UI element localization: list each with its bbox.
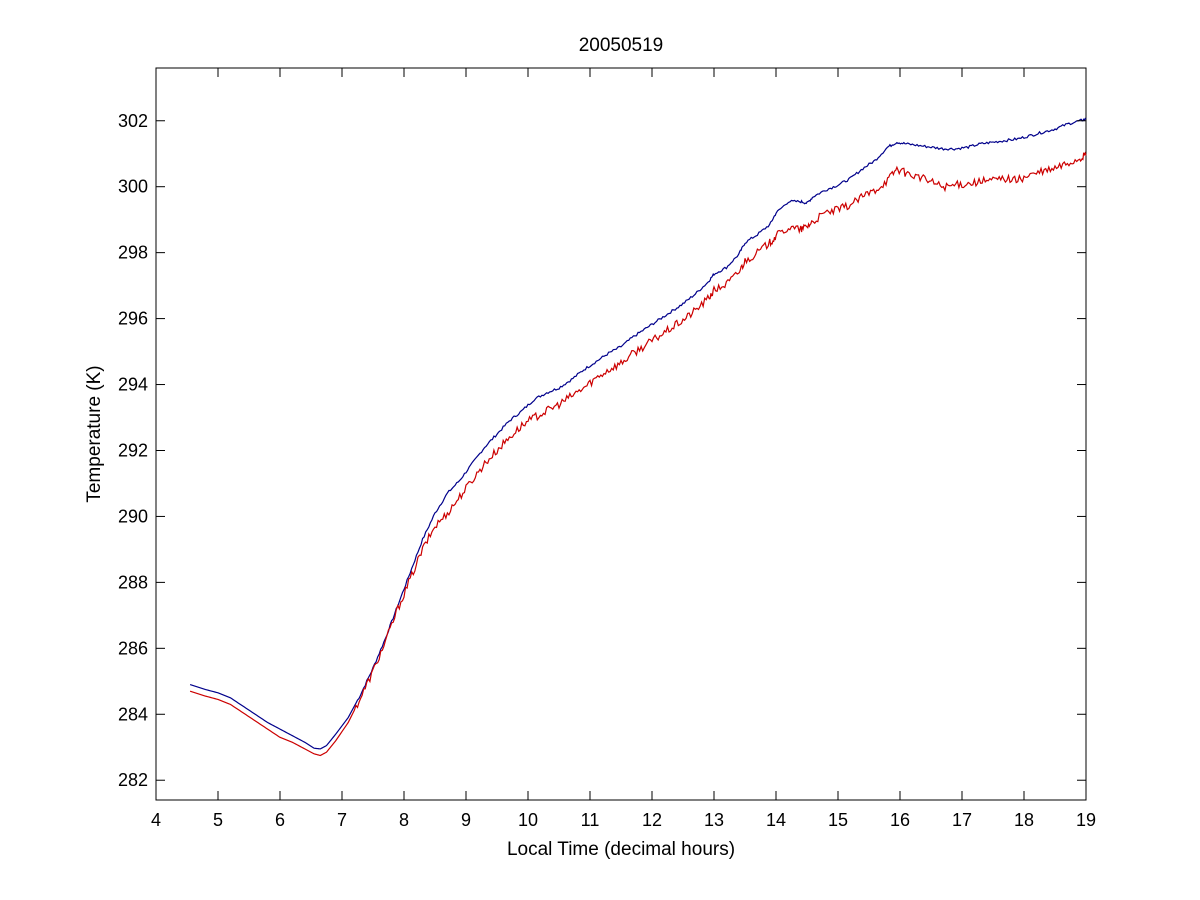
y-tick-label: 292 [118,440,148,460]
x-tick-label: 17 [952,810,972,830]
x-tick-label: 10 [518,810,538,830]
x-tick-label: 19 [1076,810,1096,830]
x-axis-label: Local Time (decimal hours) [507,839,735,860]
x-tick-label: 14 [766,810,786,830]
series-line-2 [189,151,1087,757]
plot-area [155,67,1087,801]
x-tick-label: 12 [642,810,662,830]
ticks-layer: 4 5 6 7 8 9 10 11 12 13 14 15 16 17 18 19 282 284 286 288 29… [118,68,1096,830]
y-tick-label: 284 [118,704,148,724]
y-tick-label: 300 [118,177,148,197]
y-tick-label: 290 [118,506,148,526]
x-tick-label: 5 [213,810,223,830]
x-tick-label: 16 [890,810,910,830]
series-line-1 [189,117,1087,750]
y-tick-label: 296 [118,309,148,329]
series-layer [189,117,1087,757]
y-tick-label: 282 [118,770,148,790]
x-tick-label: 11 [581,810,600,830]
y-tick-label: 302 [118,111,148,131]
x-tick-label: 7 [337,810,347,830]
y-tick-label: 286 [118,638,148,658]
y-axis-label: Temperature (K) [84,365,105,502]
x-tick-label: 13 [704,810,724,830]
x-tick-label: 9 [461,810,471,830]
y-tick-label: 294 [118,375,148,395]
x-tick-label: 6 [275,810,285,830]
y-tick-label: 288 [118,572,148,592]
y-tick-label: 298 [118,243,148,263]
x-tick-label: 18 [1014,810,1034,830]
x-tick-label: 4 [151,810,161,830]
x-tick-label: 8 [399,810,409,830]
x-tick-label: 15 [828,810,848,830]
chart-title: 20050519 [579,35,664,56]
